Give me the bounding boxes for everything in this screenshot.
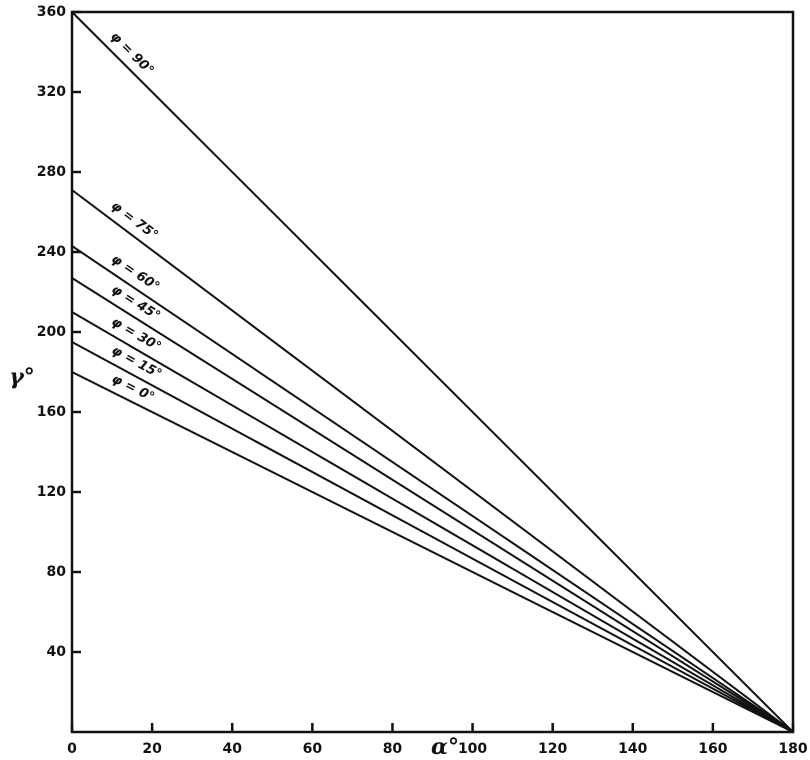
- y-axis-title: γ°: [9, 364, 35, 390]
- y-tick-label: 360: [37, 4, 66, 20]
- series-line: [72, 342, 793, 732]
- series-line: [72, 12, 793, 732]
- x-tick-label: 120: [538, 741, 567, 757]
- y-tick-label: 40: [47, 644, 67, 660]
- x-tick-label: 20: [142, 741, 162, 757]
- y-tick-label: 120: [37, 484, 66, 500]
- series-line: [72, 246, 793, 732]
- x-tick-label: 40: [222, 741, 242, 757]
- series-line: [72, 278, 793, 732]
- series-line: [72, 190, 793, 732]
- x-tick-label: 140: [618, 741, 647, 757]
- x-tick-label: 60: [303, 741, 323, 757]
- x-tick-label: 0: [67, 741, 77, 757]
- y-tick-label: 280: [37, 164, 66, 180]
- y-tick-label: 240: [37, 244, 66, 260]
- x-tick-label: 100: [458, 741, 487, 757]
- x-tick-label: 80: [383, 741, 403, 757]
- x-tick-label: 160: [698, 741, 727, 757]
- chart: α° γ° 0 20 40 60 80 100 120 140 160 180 40 80 120 160…: [0, 0, 810, 760]
- y-tick-label: 320: [37, 84, 66, 100]
- x-axis-title: α°: [431, 734, 459, 760]
- y-tick-label: 160: [37, 404, 66, 420]
- y-tick-label: 200: [37, 324, 66, 340]
- series-line: [72, 312, 793, 732]
- x-tick-label: 180: [778, 741, 807, 757]
- y-tick-label: 80: [47, 564, 67, 580]
- series-line: [72, 372, 793, 732]
